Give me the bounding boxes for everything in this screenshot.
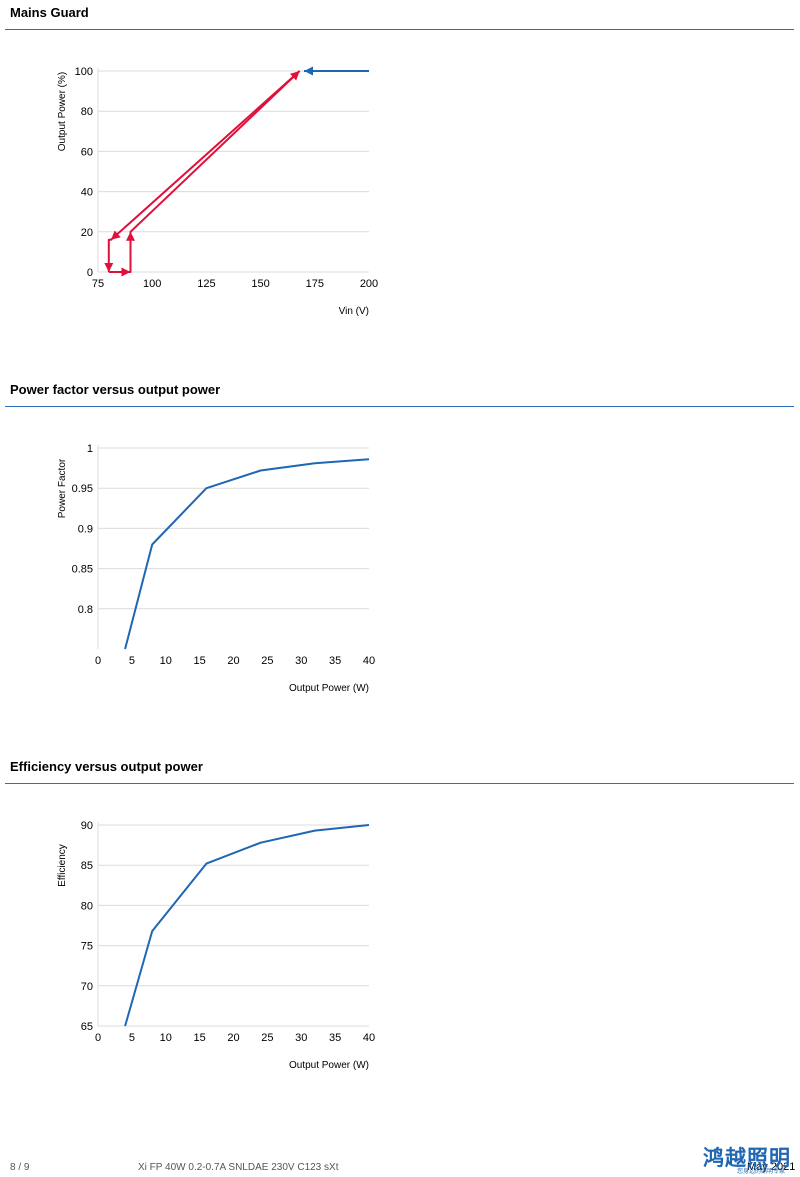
x-tick-label: 15: [194, 1032, 206, 1044]
x-tick-label: 35: [329, 1032, 341, 1044]
x-tick-label: 20: [227, 655, 239, 667]
section-title-efficiency: Efficiency versus output power: [10, 759, 203, 774]
arrowhead-falling-down: [104, 263, 114, 272]
x-tick-label: 0: [95, 1032, 101, 1044]
x-tick-label: 35: [329, 655, 341, 667]
x-tick-label: 150: [251, 278, 269, 290]
page-number: 8 / 9: [10, 1162, 30, 1173]
x-tick-label: 30: [295, 1032, 307, 1044]
y-axis-title: Power Factor: [57, 458, 68, 518]
product-name: Xi FP 40W 0.2-0.7A SNLDAE 230V C123 sXt: [138, 1162, 339, 1173]
x-tick-label: 25: [261, 1032, 273, 1044]
y-tick-label: 20: [81, 227, 93, 239]
x-tick-label: 175: [306, 278, 324, 290]
x-tick-label: 125: [197, 278, 215, 290]
x-tick-label: 200: [360, 278, 378, 290]
y-tick-label: 85: [81, 860, 93, 872]
arrowhead-rising-right: [121, 267, 131, 277]
x-tick-label: 25: [261, 655, 273, 667]
series-line-rising: [108, 70, 301, 273]
series-line: [124, 458, 370, 650]
y-tick-label: 0.8: [78, 604, 93, 616]
x-tick-label: 10: [160, 1032, 172, 1044]
y-tick-label: 80: [81, 106, 93, 118]
arrowhead-steady: [304, 66, 313, 76]
logo-subtitle: 您身边的照明专家: [737, 1168, 786, 1175]
x-tick-label: 5: [129, 655, 135, 667]
arrowhead-rising-up: [126, 231, 135, 241]
document-date: May 2021: [747, 1161, 796, 1173]
y-tick-label: 40: [81, 187, 93, 199]
section-divider: [5, 406, 794, 407]
series-line: [124, 824, 370, 1027]
x-axis-title: Output Power (W): [289, 683, 369, 694]
y-tick-label: 75: [81, 941, 93, 953]
y-tick-label: 90: [81, 820, 93, 832]
y-tick-label: 0.9: [78, 523, 93, 535]
y-tick-label: 100: [75, 66, 93, 78]
logo-text: 鸿越照明: [703, 1146, 791, 1170]
y-tick-label: 0.85: [72, 564, 93, 576]
y-tick-label: 0.95: [72, 483, 93, 495]
x-tick-label: 40: [363, 655, 375, 667]
efficiency-chart: 65 70 75 80 85 90 0 5 10 15 20 25 30 35 40 Output Power…: [57, 820, 375, 1071]
x-tick-label: 100: [143, 278, 161, 290]
series-line-falling: [107, 70, 301, 272]
section-divider: [5, 29, 794, 30]
mains-guard-chart: 0 20 40 60 80 100 75 100 125 150 175 200 Vin (V) Outp…: [57, 66, 378, 317]
x-tick-label: 10: [160, 655, 172, 667]
x-tick-label: 15: [194, 655, 206, 667]
y-tick-label: 80: [81, 900, 93, 912]
x-tick-label: 0: [95, 655, 101, 667]
y-tick-label: 60: [81, 146, 93, 158]
y-axis-title: Efficiency: [57, 844, 68, 887]
x-axis-title: Output Power (W): [289, 1060, 369, 1071]
x-tick-label: 40: [363, 1032, 375, 1044]
x-axis-title: Vin (V): [339, 306, 369, 317]
x-tick-label: 5: [129, 1032, 135, 1044]
x-tick-label: 30: [295, 655, 307, 667]
y-axis-title: Output Power (%): [57, 72, 68, 151]
brand-logo: 鸿越照明 您身边的照明专家: [703, 1142, 795, 1176]
x-tick-label: 20: [227, 1032, 239, 1044]
y-tick-label: 0: [87, 267, 93, 279]
y-tick-label: 70: [81, 981, 93, 993]
arrowhead-rising-diagonal: [290, 71, 300, 81]
section-title-power-factor: Power factor versus output power: [10, 382, 221, 397]
section-divider: [5, 783, 794, 784]
x-tick-label: 75: [92, 278, 104, 290]
y-tick-label: 1: [87, 443, 93, 455]
section-title-mains-guard: Mains Guard: [10, 5, 89, 20]
y-tick-label: 65: [81, 1021, 93, 1033]
arrowhead-falling-diagonal: [111, 230, 121, 240]
